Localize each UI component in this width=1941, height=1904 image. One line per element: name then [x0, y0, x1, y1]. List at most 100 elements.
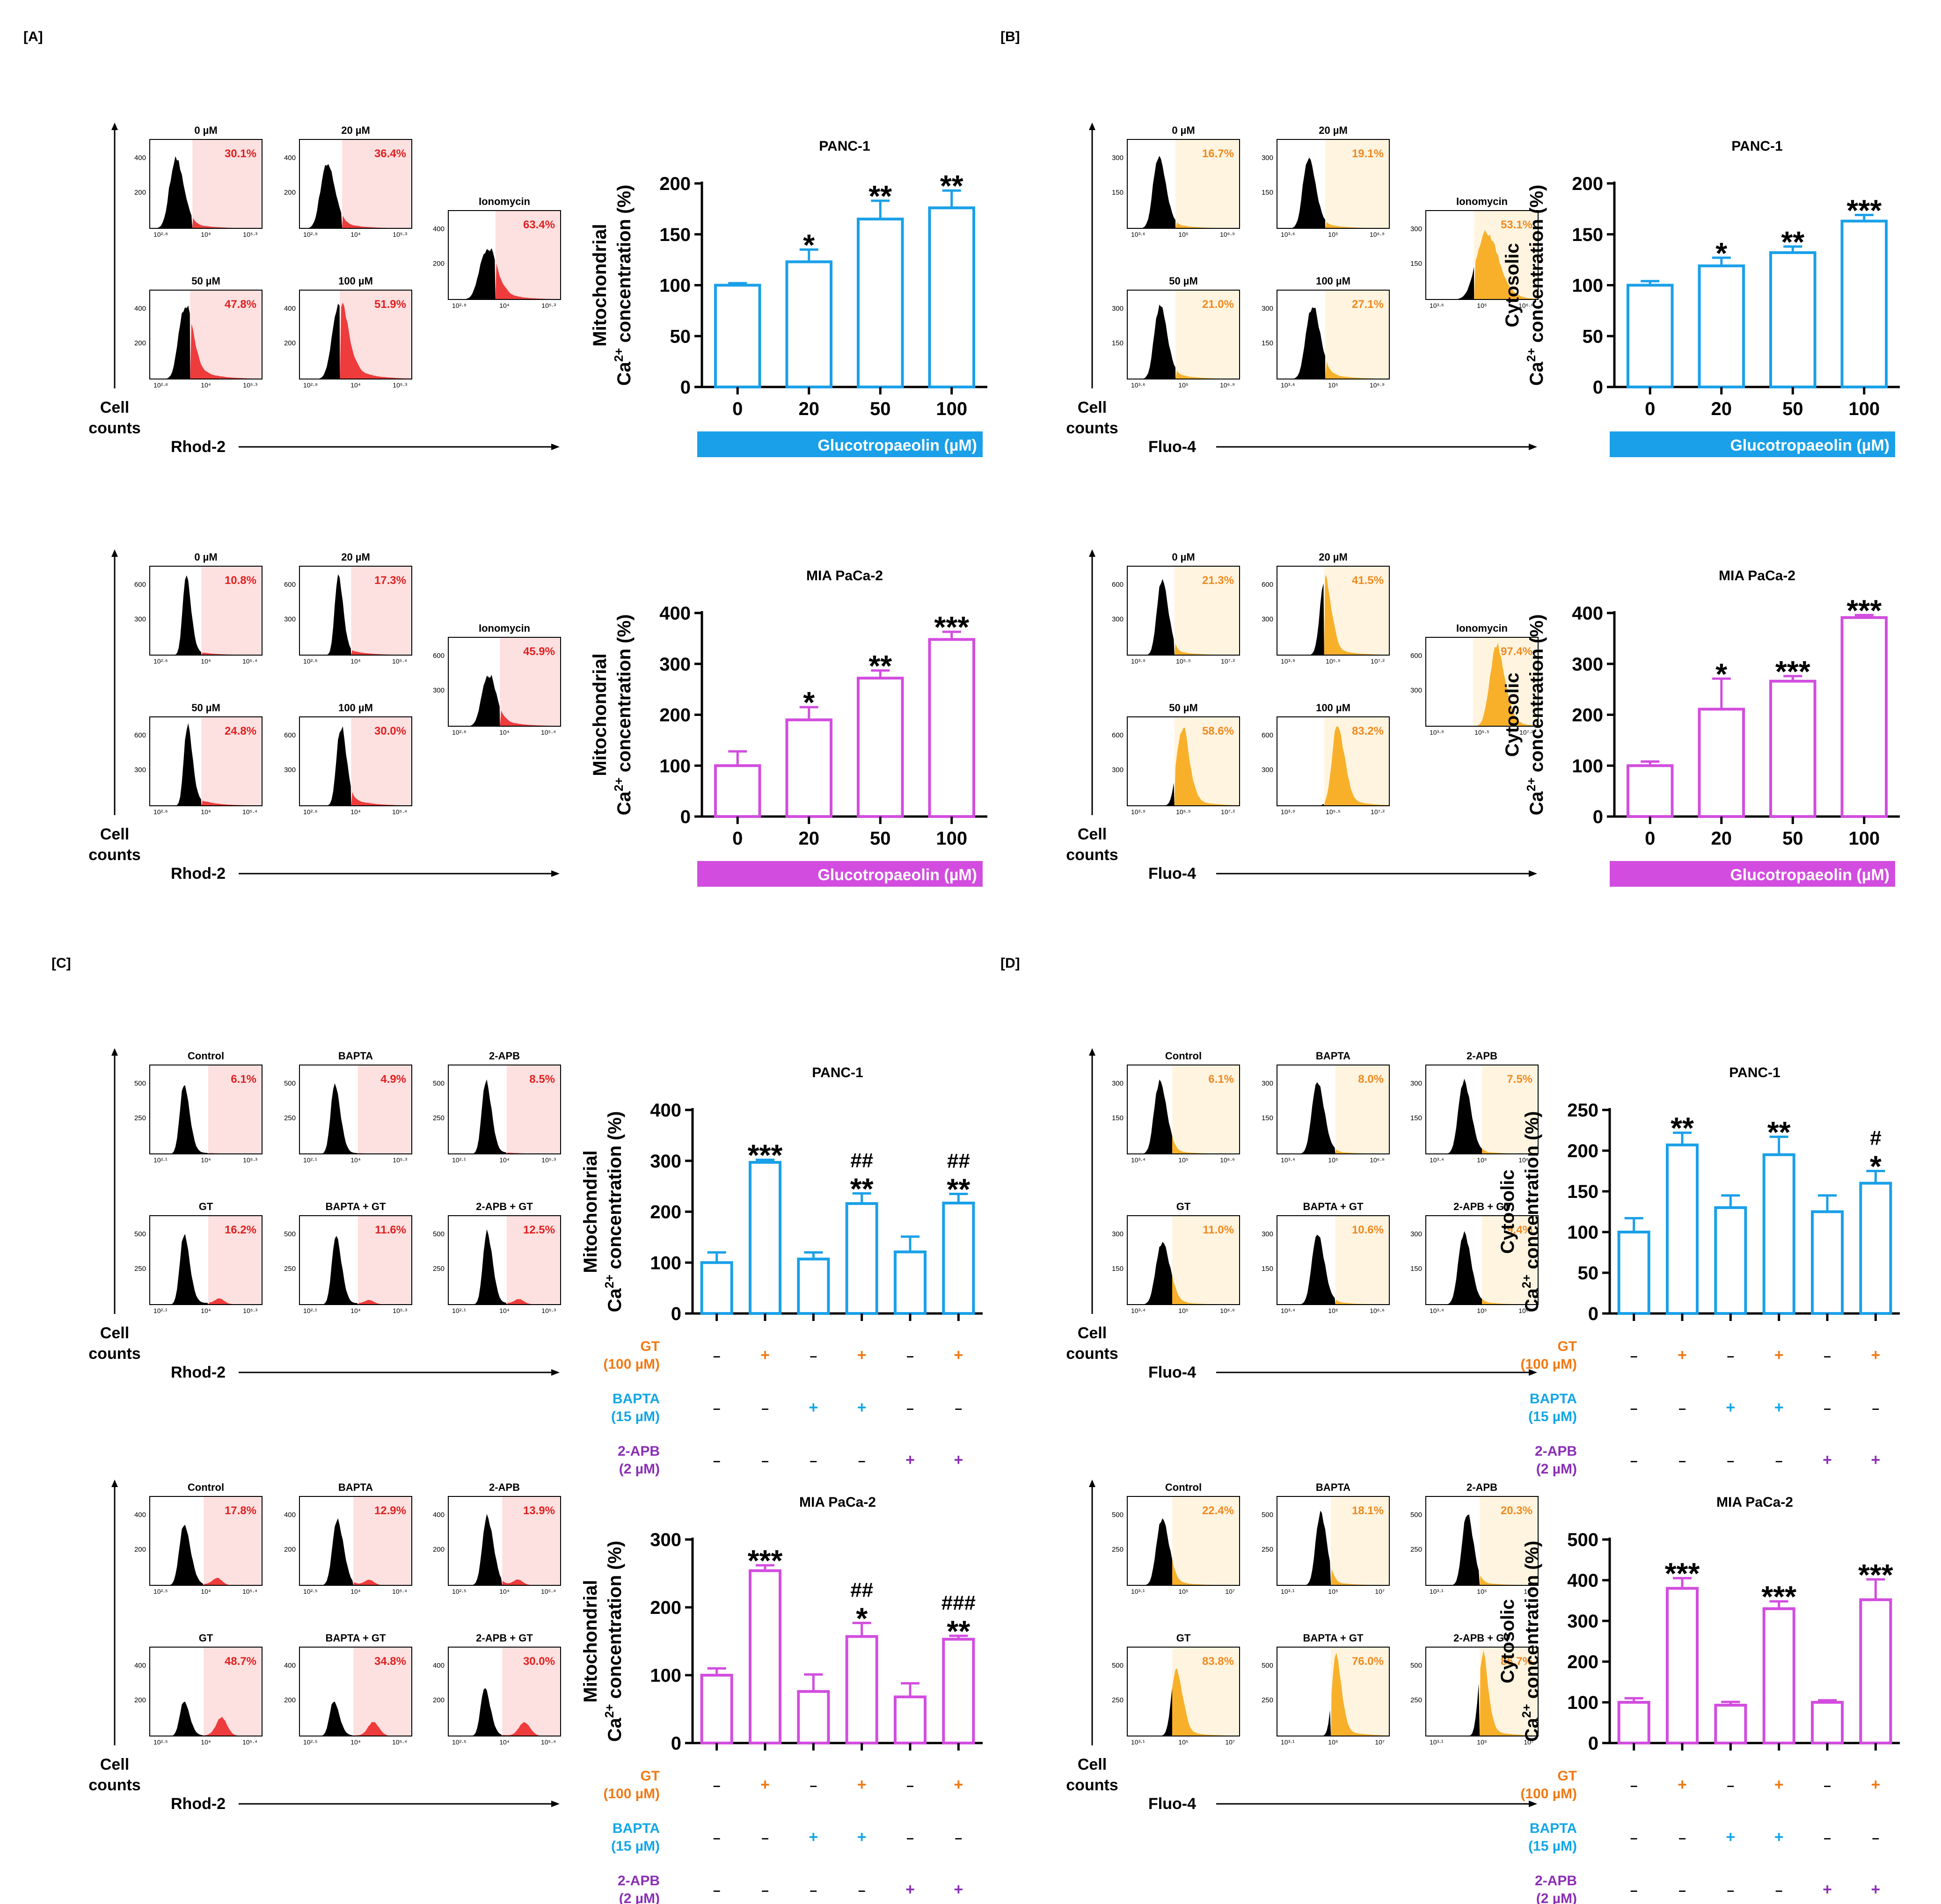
- histogram-title: GT: [199, 1632, 213, 1644]
- histogram-title: Ionomycin: [479, 622, 530, 634]
- y-tick-label: 150: [1112, 339, 1124, 347]
- treatment-sign: +: [1871, 1881, 1880, 1898]
- x-tick-label: 10⁴: [350, 657, 361, 665]
- treatment-label: BAPTA: [613, 1391, 660, 1407]
- treatment-sign: +: [954, 1881, 963, 1898]
- treatment-sign: –: [858, 1883, 866, 1897]
- arrowhead: [1529, 1369, 1537, 1376]
- y-tick-label: 0: [680, 807, 691, 827]
- treatment-sign: +: [1823, 1451, 1832, 1469]
- y-tick-label: 200: [1567, 1652, 1598, 1672]
- treatment-sign: –: [713, 1778, 721, 1793]
- histogram-title: 50 µM: [191, 275, 220, 287]
- y-tick-label: 150: [1112, 189, 1124, 197]
- histogram-title: 2-APB + GT: [476, 1201, 533, 1212]
- x-tick-label: 10⁴: [499, 1588, 510, 1595]
- histogram-0: Control 6.1% 500 250 10²·¹ 10⁴ 10⁵·³: [134, 1050, 263, 1164]
- bar: [714, 764, 761, 818]
- significance-mark: ***: [1846, 193, 1882, 227]
- y-axis-title: Ca2+ concentration (%): [602, 1541, 625, 1742]
- y-axis-title-superscript: 2+: [1519, 1275, 1533, 1289]
- significance-mark: *: [1715, 236, 1727, 270]
- histogram-title: 20 µM: [1319, 551, 1348, 563]
- x-tick-label: 10³·⁴: [1131, 1156, 1146, 1164]
- histogram-positive: [502, 1579, 561, 1585]
- y-axis-title-superscript: 2+: [602, 1704, 616, 1718]
- bar: [893, 1695, 927, 1744]
- gate-region: [1482, 1065, 1538, 1154]
- y-tick-label: 400: [284, 305, 296, 313]
- histogram-frame: [1277, 290, 1390, 379]
- histogram-negative: [1127, 156, 1176, 228]
- histogram-negative: [1277, 583, 1324, 655]
- x-tick-label: 10⁵·³: [243, 1156, 257, 1164]
- treatment-sign: –: [713, 1349, 721, 1363]
- treatment-label: (100 µM): [603, 1786, 660, 1802]
- histogram-frame: [299, 1647, 412, 1736]
- x-tick-label: 10²·⁶: [153, 808, 168, 816]
- x-tick-label: 10⁷·²: [1221, 808, 1235, 816]
- gate-percent: 7.5%: [1507, 1073, 1532, 1086]
- histogram-negative: [1277, 157, 1326, 228]
- histogram-title: Control: [188, 1050, 224, 1062]
- y-axis-title-part: concentration (%): [1522, 1111, 1542, 1275]
- x-tick-label: 10²·⁸: [303, 231, 318, 238]
- y-tick-label: 250: [134, 1114, 146, 1122]
- histogram-group-A-mia: 0 µM 10.8% 600 300 10²·⁶ 10⁴ 10⁵·⁴ 20 µM 17.3% 60…: [88, 549, 561, 883]
- bar: [1698, 708, 1745, 818]
- x-tick-label: 10⁵·³: [243, 381, 257, 389]
- y-tick-label: 200: [1572, 705, 1603, 726]
- histogram-frame: [1127, 716, 1240, 806]
- histogram-title: BAPTA: [338, 1481, 373, 1493]
- chart-title: PANC-1: [812, 1065, 863, 1080]
- x-tick-label: 10⁵·⁴: [392, 1738, 407, 1746]
- gate-region: [1480, 1496, 1538, 1585]
- x-tick-label: 10⁶·⁶: [1220, 1156, 1235, 1164]
- treatment-label: (15 µM): [611, 1838, 660, 1854]
- histogram-negative: [1426, 1514, 1480, 1585]
- y-axis-title: Cytosolic: [1502, 672, 1523, 757]
- treatment-sign: –: [906, 1349, 914, 1363]
- x-tick-label: 10²·⁵: [153, 1588, 168, 1595]
- gate-region: [1325, 290, 1389, 379]
- chart-title: MIA PaCa-2: [1719, 568, 1795, 584]
- histogram-title: 2-APB + GT: [1453, 1201, 1510, 1212]
- x-tick-label: 10³·¹: [1281, 1738, 1295, 1746]
- x-tick-label: 10³·⁹: [1131, 808, 1146, 816]
- treatment-label: (2 µM): [619, 1891, 660, 1904]
- y-tick-label: 300: [284, 766, 296, 774]
- y-tick-label: 150: [1112, 1265, 1124, 1273]
- gate-percent: 12.9%: [374, 1504, 406, 1517]
- arrowhead: [551, 1369, 560, 1376]
- histogram-positive: [506, 1299, 561, 1305]
- y-tick-label: 500: [1112, 1511, 1124, 1519]
- histogram-positive: [192, 218, 262, 228]
- treatment-sign: +: [1678, 1346, 1687, 1364]
- cell-counts-label: counts: [1066, 1345, 1118, 1363]
- y-axis-title-part: concentration (%): [1526, 614, 1547, 778]
- histogram-group-D-panc: Control 6.1% 300 150 10³·⁴ 10⁵ 10⁶·⁶ BAPTA 8.0% 3…: [1066, 1048, 1539, 1381]
- treatment-sign: –: [761, 1401, 769, 1415]
- dye-label: Fluo-4: [1148, 1364, 1196, 1381]
- arrowhead: [111, 1480, 118, 1487]
- gate-region: [351, 717, 412, 806]
- y-tick-label: 250: [1262, 1696, 1273, 1704]
- y-tick-label: 250: [1410, 1546, 1422, 1554]
- y-axis-title-part: Ca: [1522, 1717, 1542, 1742]
- y-tick-label: 150: [1410, 260, 1422, 268]
- histogram-4: BAPTA + GT 11.6% 500 250 10²·¹ 10⁴ 10⁵·³: [284, 1201, 412, 1314]
- y-tick-label: 500: [1262, 1662, 1273, 1670]
- x-tick-label: 10⁵: [1178, 231, 1188, 238]
- y-tick-label: 150: [1112, 1114, 1124, 1122]
- gate-region: [208, 1065, 262, 1154]
- histogram-title: Ionomycin: [1456, 196, 1508, 207]
- histogram-frame: [1425, 1647, 1539, 1736]
- x-tick-label: 10⁴: [499, 1307, 510, 1314]
- histogram-frame: [299, 1065, 412, 1154]
- treatment-sign: +: [1774, 1776, 1784, 1794]
- gate-percent: 8.0%: [1358, 1073, 1384, 1086]
- gate-percent: 58.6%: [1202, 725, 1234, 737]
- gate-percent: 27.1%: [1352, 298, 1384, 311]
